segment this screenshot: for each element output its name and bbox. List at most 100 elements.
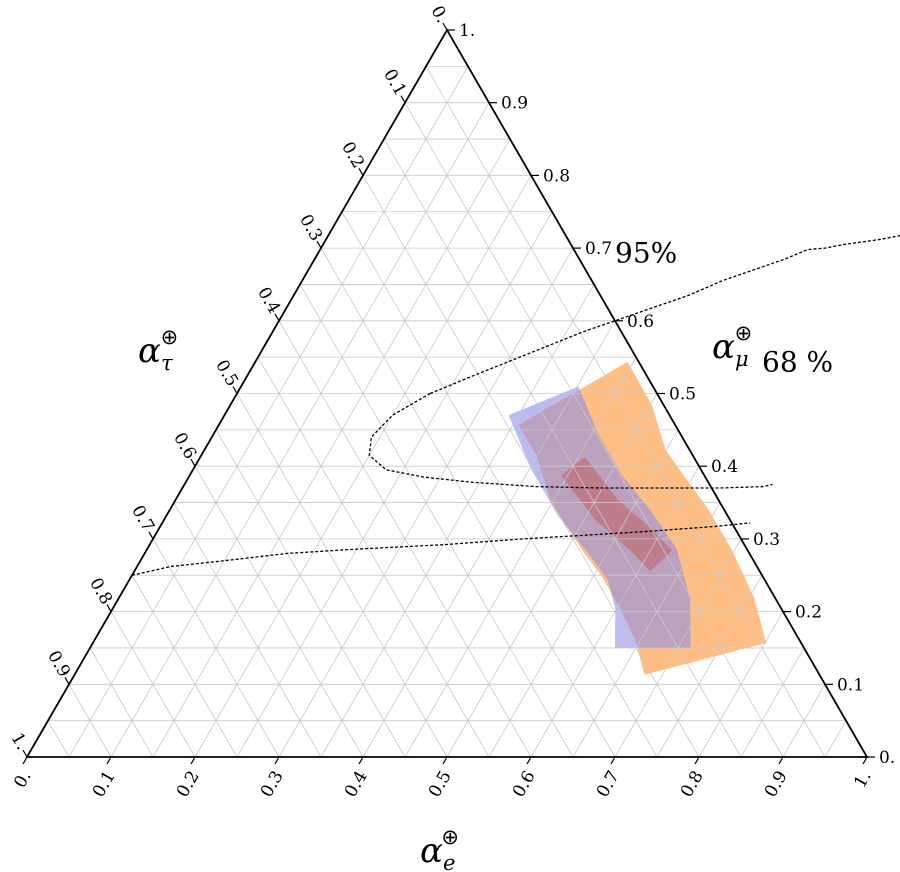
grid-line-tau [131,575,238,758]
tick-label-e: 0.9 [761,768,792,801]
tick-mark-tau [400,95,406,103]
tick-label-tau: 0.9 [43,647,74,680]
grid-line-e [782,684,826,758]
grid-line-e [740,647,805,758]
tick-label-tau: 0. [427,2,452,26]
confidence-contours [131,234,900,576]
tick-mark-tau [148,531,154,540]
tick-label-e: 1. [850,768,875,792]
grid-line-e [68,66,469,758]
posterior-regions [508,362,767,675]
tick-mark-e [526,756,532,765]
tick-label-mu: 0.8 [543,166,570,186]
grid-line-tau [383,138,742,758]
tick-label-tau: 0.7 [127,502,158,535]
tick-mark-e [22,756,28,765]
tick-label-e: 0.6 [509,768,540,801]
tick-label-e: 0.5 [425,768,456,801]
grid-line-tau [89,647,154,758]
region-blue [508,386,691,648]
axis-label-e: αe⊕ [420,825,459,872]
contour-label-68: 68 % [762,346,833,379]
tick-label-tau: 0.8 [85,575,116,608]
tick-label-e: 0.2 [173,768,204,801]
tick-label-e: 0.3 [257,768,288,801]
tick-label-mu: 0.7 [585,239,612,259]
tick-mark-tau [316,240,322,249]
tick-label-mu: 0.1 [837,675,864,695]
grid-line-e [530,465,700,758]
grid-line-tau [152,538,280,758]
tick-label-mu: 0. [879,748,895,768]
tick-mark-e [190,756,196,765]
ternary-grid [47,65,847,758]
grid-line-tau [257,356,490,758]
contour-95 [131,522,751,576]
axis-label-tau: ατ⊕ [138,325,178,375]
tick-label-tau: 0.4 [253,284,284,317]
grid-line-tau [236,393,448,758]
tick-label-mu: 0.3 [753,530,780,550]
contour-68-upper [429,234,900,395]
region-core [561,457,673,572]
tick-label-tau: 1. [7,729,32,753]
tick-mark-e [862,756,868,765]
grid-line-tau [194,465,364,758]
tick-label-e: 0.1 [89,768,120,801]
grid-line-tau [215,429,406,758]
tick-mark-e [694,756,700,765]
tick-label-mu: 0.4 [711,457,738,477]
tick-mark-tau [358,168,364,176]
tick-label-mu: 0.2 [795,603,822,623]
contour-label-95: 95% [615,237,677,270]
grid-line-e [488,429,679,758]
grid-line-tau [47,720,70,758]
grid-line-e [698,611,784,758]
grid-line-e [236,211,553,758]
grid-line-tau [110,611,196,758]
axis-label-mu: αμ⊕ [712,321,752,371]
tick-mark-e [442,756,448,765]
grid-line-tau [173,502,322,758]
tick-label-e: 0.8 [677,768,708,801]
grid-line-tau [425,66,826,758]
tick-mark-tau [22,749,28,758]
ternary-frame [22,22,875,765]
tick-label-tau: 0.1 [379,66,410,99]
tick-label-tau: 0.2 [337,138,368,171]
grid-line-e [320,284,595,758]
tick-mark-e [610,756,616,765]
tick-labels: 0. 0. 0. 0.1 0.1 0.1 0.2 0.2 0.2 0.3 0.3 0.3 0.4 0.4 0… [7,2,896,800]
grid-line-e [152,138,511,758]
grid-line-e [614,538,742,758]
tick-mark-tau [442,22,448,31]
tick-mark-tau [274,313,280,322]
tick-label-e: 0.4 [341,768,372,801]
contour-68-lower [368,392,773,489]
grid-line-tau [299,284,574,758]
tick-label-mu: 0.9 [501,94,528,114]
tick-mark-e [106,756,112,765]
tick-label-tau: 0.6 [169,429,200,462]
tick-mark-tau [64,677,70,685]
tick-mark-tau [190,458,196,467]
tick-mark-tau [106,604,112,612]
grid-line-e [656,575,763,758]
tick-label-tau: 0.3 [295,211,326,244]
grid-line-e [824,720,847,758]
tick-label-e: 0.7 [593,768,624,801]
tick-label-mu: 1. [459,21,475,41]
grid-line-tau [68,684,112,758]
grid-line-e [404,356,637,758]
tick-mark-tau [232,386,238,394]
tick-label-tau: 0.5 [211,357,242,390]
tick-label-mu: 0.6 [627,312,654,332]
tick-label-mu: 0.5 [669,385,696,405]
grid-line-tau [341,211,658,758]
tick-mark-e [274,756,280,765]
tick-mark-e [358,756,364,765]
grid-line-e [572,502,721,758]
tick-label-e: 0. [10,768,35,792]
grid-line-e [446,393,658,758]
